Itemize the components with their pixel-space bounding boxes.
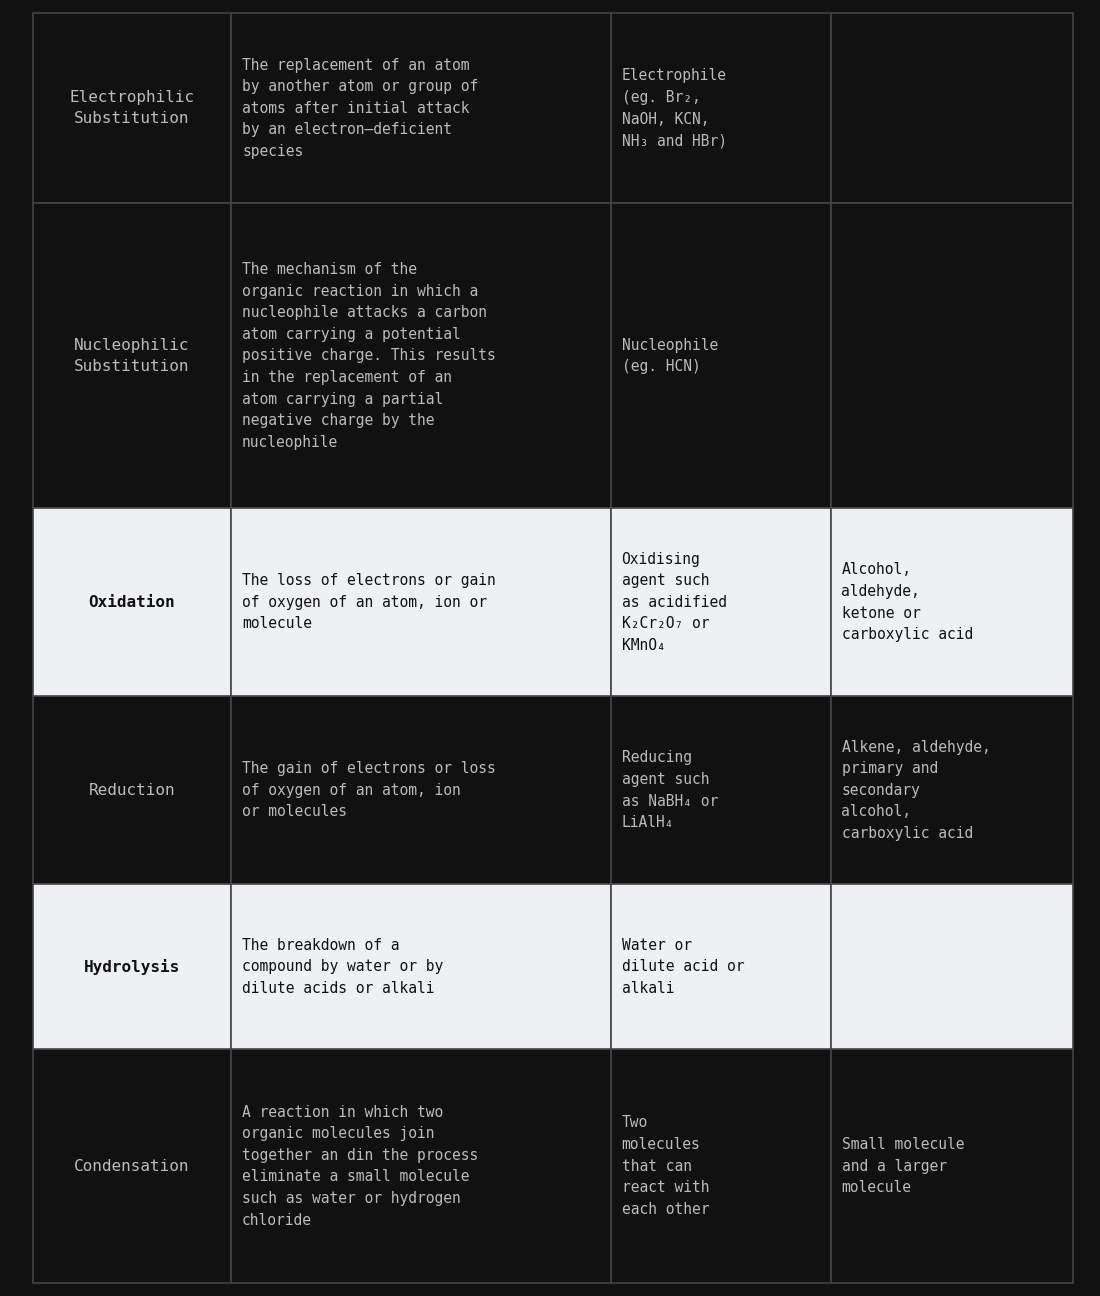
Bar [610, 13, 830, 203]
Text: Alkene, aldehyde,
primary and
secondary
alcohol,
carboxylic acid: Alkene, aldehyde, primary and secondary … [842, 740, 990, 841]
Text: Reduction: Reduction [89, 783, 175, 798]
Bar [830, 13, 1072, 203]
Text: Alcohol,
aldehyde,
ketone or
carboxylic acid: Alcohol, aldehyde, ketone or carboxylic … [842, 562, 972, 643]
Bar [830, 884, 1072, 1050]
Bar [610, 696, 830, 884]
Text: The loss of electrons or gain
of oxygen of an atom, ion or
molecule: The loss of electrons or gain of oxygen … [242, 573, 496, 631]
Bar [830, 1050, 1072, 1283]
Bar [33, 696, 231, 884]
Bar [610, 1050, 830, 1283]
Bar [33, 1050, 231, 1283]
Bar [610, 203, 830, 508]
Bar [33, 13, 231, 203]
Bar [830, 203, 1072, 508]
Text: Oxidation: Oxidation [89, 595, 175, 610]
Bar [830, 508, 1072, 696]
Polygon shape [848, 561, 932, 660]
Bar [33, 203, 231, 508]
Bar [610, 508, 830, 696]
Text: Oxidising
agent such
as acidified
K₂Cr₂O₇ or
KMnO₄: Oxidising agent such as acidified K₂Cr₂O… [621, 552, 726, 653]
Text: Two
molecules
that can
react with
each other: Two molecules that can react with each o… [621, 1116, 710, 1217]
Bar [231, 696, 611, 884]
Text: The mechanism of the
organic reaction in which a
nucleophile attacks a carbon
at: The mechanism of the organic reaction in… [242, 262, 496, 450]
Text: Water or
dilute acid or
alkali: Water or dilute acid or alkali [621, 938, 744, 995]
Bar [231, 884, 611, 1050]
Bar [231, 203, 611, 508]
Text: Nucleophile
(eg. HCN): Nucleophile (eg. HCN) [621, 337, 718, 375]
Text: Electrophilic
Substitution: Electrophilic Substitution [69, 91, 195, 126]
Bar [830, 696, 1072, 884]
Text: A reaction in which two
organic molecules join
together an din the process
elimi: A reaction in which two organic molecule… [242, 1104, 478, 1227]
Bar [231, 508, 611, 696]
Bar [610, 884, 830, 1050]
Text: The breakdown of a
compound by water or by
dilute acids or alkali: The breakdown of a compound by water or … [242, 938, 443, 995]
Text: Reducing
agent such
as NaBH₄ or
LiAlH₄: Reducing agent such as NaBH₄ or LiAlH₄ [621, 750, 718, 831]
Text: Hydrolysis: Hydrolysis [84, 959, 180, 975]
Bar [231, 13, 611, 203]
Bar [231, 1050, 611, 1283]
Text: Electrophile
(eg. Br₂,
NaOH, KCN,
NH₃ and HBr): Electrophile (eg. Br₂, NaOH, KCN, NH₃ an… [621, 69, 726, 148]
Bar [33, 884, 231, 1050]
Bar [33, 508, 231, 696]
Text: The replacement of an atom
by another atom or group of
atoms after initial attac: The replacement of an atom by another at… [242, 57, 478, 159]
Text: Nucleophilic
Substitution: Nucleophilic Substitution [75, 338, 189, 373]
Text: The gain of electrons or loss
of oxygen of an atom, ion
or molecules: The gain of electrons or loss of oxygen … [242, 761, 496, 819]
Text: Condensation: Condensation [75, 1159, 189, 1174]
Text: Small molecule
and a larger
molecule: Small molecule and a larger molecule [842, 1137, 964, 1195]
